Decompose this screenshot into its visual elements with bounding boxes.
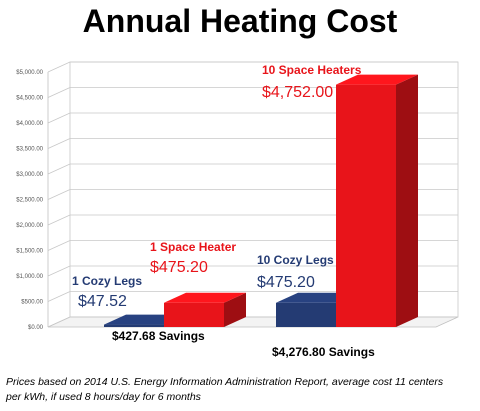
y-tick-label: $2,000.00 <box>16 223 43 229</box>
chart-title: Annual Heating Cost <box>83 3 398 39</box>
bar-name-label-10-space-heaters: 10 Space Heaters <box>262 63 362 77</box>
bar-value-label-1-space-heater: $475.20 <box>150 259 208 276</box>
y-tick-label: $1,000.00 <box>16 274 43 280</box>
bar-front-face <box>164 302 224 327</box>
grid-diagonal <box>47 316 71 328</box>
y-tick-label: $4,500.00 <box>16 96 43 102</box>
grid-diagonal <box>47 265 71 277</box>
bar-name-label-1-cozy-legs: 1 Cozy Legs <box>72 274 142 288</box>
y-tick-label: $5,000.00 <box>16 70 43 76</box>
grid-diagonal <box>47 87 71 98</box>
bars <box>104 74 418 327</box>
bar-top-face <box>336 74 418 85</box>
savings-label-group-1: $427.68 Savings <box>112 329 205 343</box>
footnote-line-2: per kWh, if used 8 hours/day for 6 month… <box>5 391 202 403</box>
bar-name-label-1-space-heater: 1 Space Heater <box>150 240 236 254</box>
bar-front-face <box>276 302 336 327</box>
bar-value-label-10-cozy-legs: $475.20 <box>257 274 315 291</box>
bar-value-label-10-space-heaters: $4,752.00 <box>262 84 333 101</box>
grid-diagonal <box>47 163 71 175</box>
bar-value-label-1-cozy-legs: $47.52 <box>78 293 127 310</box>
savings-label-group-2: $4,276.80 Savings <box>272 345 375 359</box>
grid-diagonal <box>47 61 71 73</box>
grid-diagonal <box>47 291 71 302</box>
y-tick-label: $500.00 <box>21 300 43 306</box>
y-tick-label: $3,000.00 <box>16 172 43 178</box>
bar-10-space-heaters <box>336 74 418 327</box>
footnote-line-1: Prices based on 2014 U.S. Energy Informa… <box>6 376 444 388</box>
y-tick-label: $1,500.00 <box>16 249 43 255</box>
y-tick-label: $3,500.00 <box>16 147 43 153</box>
y-tick-label: $4,000.00 <box>16 121 43 127</box>
bar-front-face <box>336 84 396 327</box>
bar-front-face <box>104 324 164 327</box>
grid-diagonal <box>47 112 71 124</box>
bar-1-space-heater <box>164 292 246 327</box>
grid-diagonal <box>47 138 71 149</box>
grid-diagonal <box>47 214 71 226</box>
y-tick-label: $0.00 <box>28 325 44 331</box>
grid-diagonal <box>47 189 71 200</box>
grid-diagonal <box>47 240 71 251</box>
bar-name-label-10-cozy-legs: 10 Cozy Legs <box>257 253 334 267</box>
bar-side-face <box>396 74 418 327</box>
bar-side-face <box>224 292 246 327</box>
y-tick-label: $2,500.00 <box>16 198 43 204</box>
bar-top-face <box>164 292 246 303</box>
y-axis-ticks: $0.00 $500.00 $1,000.00 $1,500.00 $2,000.00 $… <box>16 70 43 331</box>
